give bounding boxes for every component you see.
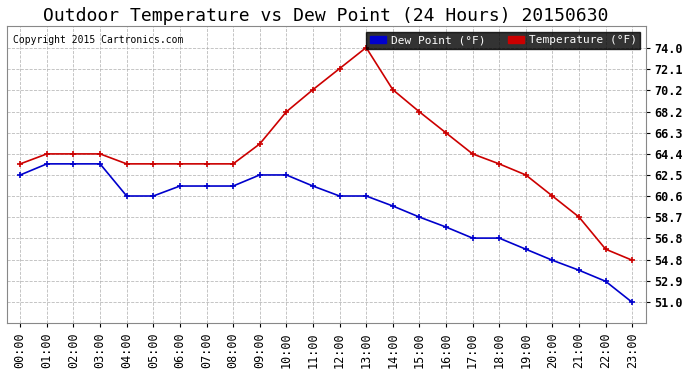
Text: Copyright 2015 Cartronics.com: Copyright 2015 Cartronics.com bbox=[13, 35, 184, 45]
Title: Outdoor Temperature vs Dew Point (24 Hours) 20150630: Outdoor Temperature vs Dew Point (24 Hou… bbox=[43, 7, 609, 25]
Legend: Dew Point (°F), Temperature (°F): Dew Point (°F), Temperature (°F) bbox=[366, 32, 640, 49]
